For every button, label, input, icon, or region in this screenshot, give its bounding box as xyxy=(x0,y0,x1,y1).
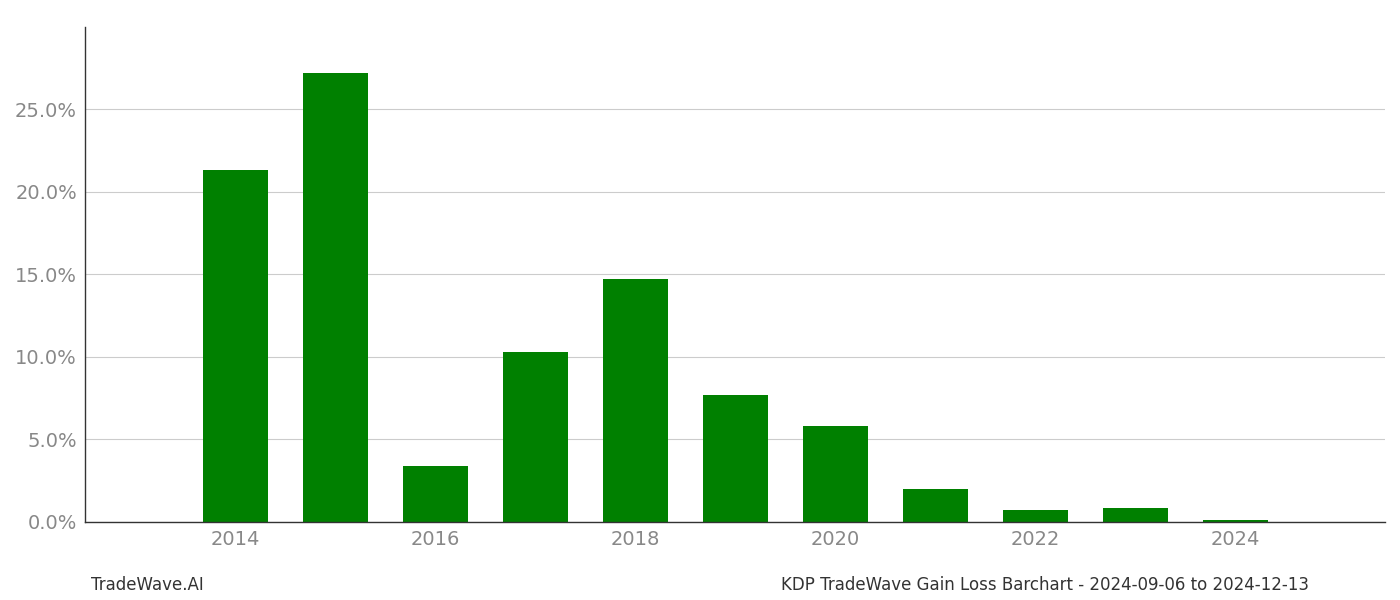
Text: KDP TradeWave Gain Loss Barchart - 2024-09-06 to 2024-12-13: KDP TradeWave Gain Loss Barchart - 2024-… xyxy=(781,576,1309,594)
Bar xyxy=(903,488,967,521)
Bar xyxy=(802,426,868,521)
Bar xyxy=(1002,510,1068,521)
Bar xyxy=(403,466,468,521)
Text: TradeWave.AI: TradeWave.AI xyxy=(91,576,204,594)
Bar xyxy=(302,73,368,521)
Bar xyxy=(1103,508,1168,521)
Bar xyxy=(503,352,568,521)
Bar xyxy=(203,170,267,521)
Bar xyxy=(703,395,767,521)
Bar xyxy=(603,279,668,521)
Bar xyxy=(1203,520,1267,521)
